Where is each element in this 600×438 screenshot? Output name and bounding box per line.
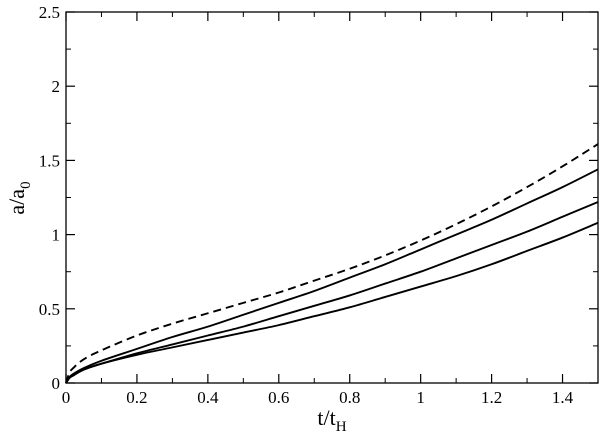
series-line-2 bbox=[65, 168, 599, 384]
axis-ticks: 0 0.2 0.4 0.6 0.8 1 1.2 1.4 0 0.5 1 1.5 2 2.5 bbox=[39, 3, 599, 407]
x-tick-label: 1.4 bbox=[552, 388, 574, 407]
x-tick-label: 0.2 bbox=[126, 388, 147, 407]
series-line-4 bbox=[65, 221, 599, 384]
y-tick-label: 1 bbox=[52, 226, 61, 245]
series-line-1 bbox=[65, 143, 599, 384]
y-axis-title: a/a0 bbox=[4, 181, 34, 214]
x-tick-label: 0.8 bbox=[339, 388, 360, 407]
series-group bbox=[65, 143, 599, 384]
y-tick-label: 1.5 bbox=[39, 151, 60, 170]
plot-frame bbox=[65, 11, 599, 384]
y-axis-title-main: a/a bbox=[4, 189, 29, 215]
y-axis-title-sub: 0 bbox=[18, 181, 34, 189]
x-tick-label: 1.2 bbox=[481, 388, 502, 407]
x-tick-label: 0.6 bbox=[268, 388, 289, 407]
series-line-3 bbox=[65, 201, 599, 384]
y-tick-label: 0.5 bbox=[39, 300, 60, 319]
x-tick-label: 0 bbox=[62, 388, 71, 407]
x-axis-title-sub: H bbox=[336, 419, 347, 435]
y-tick-label: 2.5 bbox=[39, 3, 60, 22]
x-tick-label: 1 bbox=[416, 388, 425, 407]
x-tick-label: 0.4 bbox=[197, 388, 219, 407]
y-tick-label: 2 bbox=[52, 77, 61, 96]
y-tick-label: 0 bbox=[52, 374, 61, 393]
x-axis-title-main: t/t bbox=[317, 405, 335, 430]
x-axis-title: t/tH bbox=[317, 405, 346, 435]
